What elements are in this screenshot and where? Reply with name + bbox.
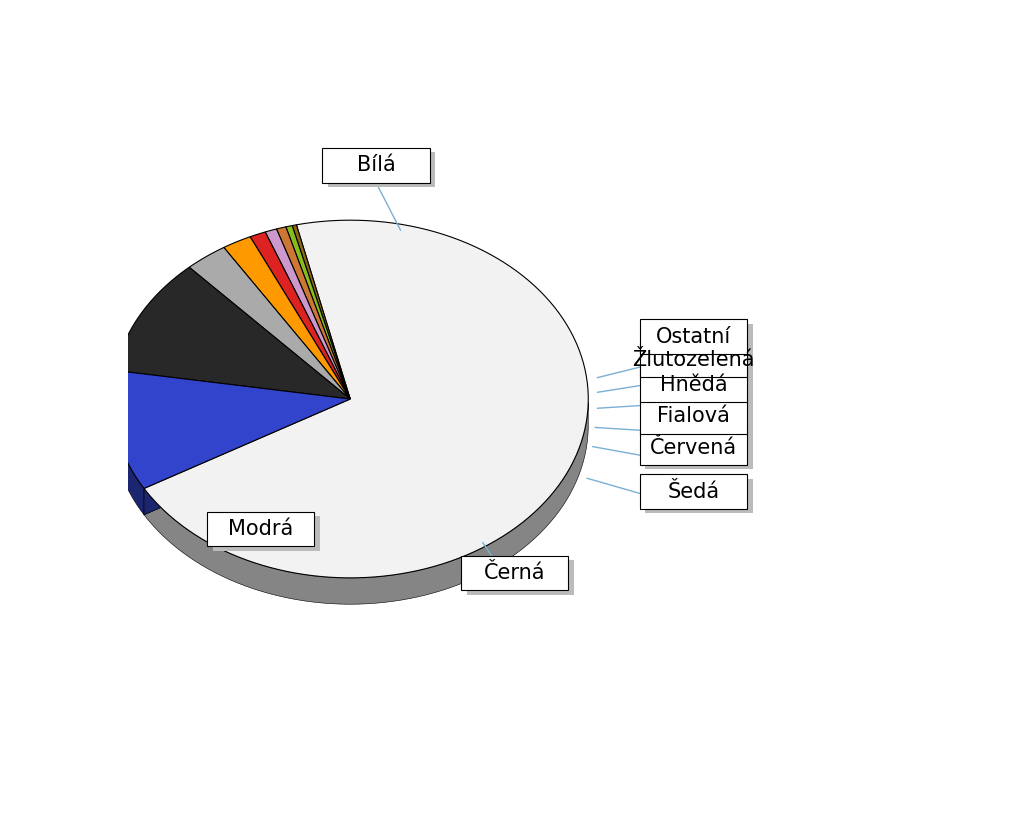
Text: Hnědá: Hnědá <box>659 375 727 395</box>
FancyBboxPatch shape <box>645 347 753 381</box>
FancyBboxPatch shape <box>640 474 748 509</box>
Polygon shape <box>265 229 350 399</box>
Polygon shape <box>292 225 350 399</box>
Text: Černá: Černá <box>484 563 546 584</box>
Polygon shape <box>113 371 350 488</box>
FancyBboxPatch shape <box>640 430 748 465</box>
FancyBboxPatch shape <box>461 556 568 590</box>
FancyBboxPatch shape <box>640 399 748 434</box>
Text: Bílá: Bílá <box>356 156 395 175</box>
FancyBboxPatch shape <box>645 434 753 469</box>
FancyBboxPatch shape <box>323 148 430 183</box>
Text: Modrá: Modrá <box>228 519 294 540</box>
Polygon shape <box>189 248 350 399</box>
FancyBboxPatch shape <box>467 560 574 595</box>
FancyBboxPatch shape <box>645 403 753 438</box>
Text: Šedá: Šedá <box>668 482 720 501</box>
Polygon shape <box>286 226 350 399</box>
FancyBboxPatch shape <box>640 368 748 402</box>
Text: Fialová: Fialová <box>657 407 730 426</box>
Polygon shape <box>250 232 350 399</box>
Text: Červená: Červená <box>650 438 737 458</box>
FancyBboxPatch shape <box>645 324 753 359</box>
Polygon shape <box>115 267 350 399</box>
Polygon shape <box>113 399 144 515</box>
Polygon shape <box>276 227 350 399</box>
Polygon shape <box>224 236 350 399</box>
Text: Ostatní: Ostatní <box>655 327 731 346</box>
Text: Žlutozelená: Žlutozelená <box>632 350 755 370</box>
Polygon shape <box>144 220 588 578</box>
FancyBboxPatch shape <box>645 372 753 407</box>
FancyBboxPatch shape <box>640 319 748 354</box>
FancyBboxPatch shape <box>645 478 753 513</box>
FancyBboxPatch shape <box>328 152 435 187</box>
Polygon shape <box>144 403 588 604</box>
FancyBboxPatch shape <box>640 342 748 377</box>
Polygon shape <box>144 399 350 515</box>
FancyBboxPatch shape <box>207 512 314 547</box>
FancyBboxPatch shape <box>213 517 321 551</box>
Polygon shape <box>144 399 350 515</box>
